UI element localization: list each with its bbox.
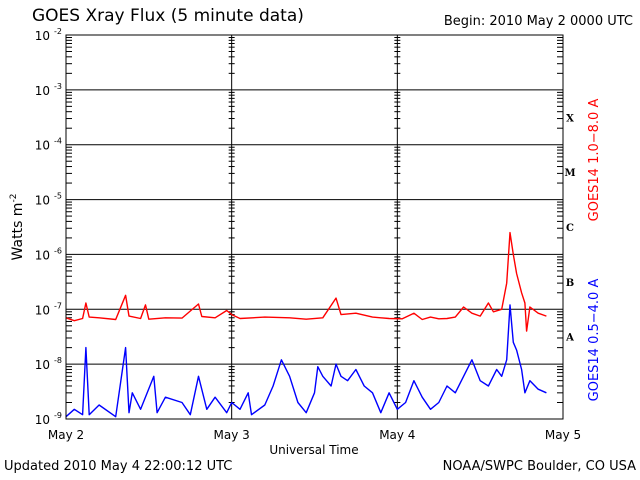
y-tick-label: 10	[35, 194, 50, 208]
x-tick-label: May 2	[48, 428, 84, 442]
source-credit: NOAA/SWPC Boulder, CO USA	[442, 459, 636, 474]
y-tick-exponent: -2	[54, 27, 62, 36]
chart-title: GOES Xray Flux (5 minute data)	[32, 6, 304, 26]
legend-series-2: GOES14 0.5−4.0 A	[587, 279, 602, 402]
flare-class-label: B	[566, 278, 574, 289]
y-tick-label: 10	[35, 303, 50, 317]
y-tick-exponent: -6	[54, 246, 62, 255]
y-tick-label: 10	[35, 139, 50, 153]
flare-class-label: M	[564, 168, 575, 179]
y-tick-label: 10	[35, 248, 50, 262]
y-tick-label: 10	[35, 358, 50, 372]
x-tick-label: May 4	[379, 428, 415, 442]
y-tick-label: 10	[35, 84, 50, 98]
y-tick-exponent: -4	[54, 137, 62, 146]
flare-class-label: X	[566, 113, 574, 124]
x-tick-label: May 5	[545, 428, 581, 442]
grid-lines	[66, 35, 563, 419]
series-line-2	[65, 304, 547, 418]
y-tick-exponent: -9	[54, 411, 62, 420]
axis-ticks	[66, 37, 563, 403]
x-tick-label: May 3	[214, 428, 250, 442]
updated-timestamp: Updated 2010 May 4 22:00:12 UTC	[4, 459, 233, 474]
y-tick-exponent: -8	[54, 356, 62, 365]
y-tick-exponent: -7	[54, 301, 62, 310]
flare-class-label: C	[566, 223, 574, 234]
legend-series-1: GOES14 1.0−8.0 A	[587, 99, 602, 222]
y-tick-exponent: -5	[54, 192, 62, 201]
y-tick-exponent: -3	[54, 82, 62, 91]
data-series	[65, 231, 547, 418]
y-tick-label: 10	[35, 413, 50, 427]
flare-class-label: A	[565, 333, 574, 344]
y-axis-title: Watts m-2	[9, 194, 26, 261]
plot-frame	[65, 34, 564, 420]
begin-timestamp: Begin: 2010 May 2 0000 UTC	[443, 14, 633, 29]
axis-labels: May 2 May 3 May 4 May 5 10 -9 10 -8 10 -7 10 -6 10 -5…	[35, 27, 581, 442]
y-tick-label: 10	[35, 29, 50, 43]
series-line-1	[65, 231, 547, 332]
x-axis-title: Universal Time	[269, 443, 358, 457]
